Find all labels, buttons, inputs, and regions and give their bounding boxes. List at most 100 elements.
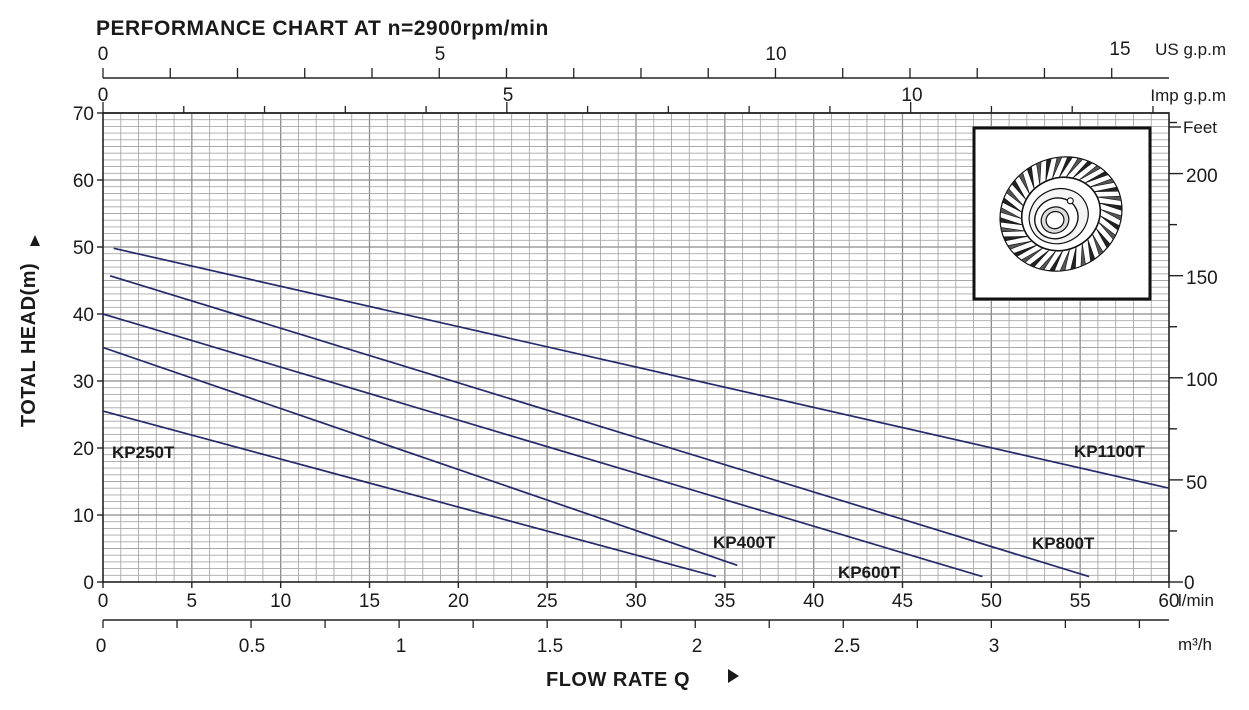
y-tick-label: 70 [73, 104, 94, 125]
x-tick-label: 30 [625, 591, 646, 612]
x-tick-label: 50 [981, 591, 1002, 612]
feet-unit: Feet [1183, 118, 1217, 137]
series-line-kp1100t [113, 247, 1170, 490]
imp-gpm-tick-label: 0 [98, 85, 109, 106]
x-axis-lmin: 0 5 10 15 20 25 30 35 40 45 50 55 60 [98, 582, 1180, 612]
impeller-blade [1092, 233, 1104, 256]
m3h-tick-label: 2 [692, 636, 703, 657]
series-line-kp400t [102, 346, 738, 567]
x-tick-label: 40 [803, 591, 824, 612]
feet-tick-label: 100 [1186, 370, 1218, 391]
impeller-blade [999, 217, 1023, 226]
x-tick-label: 60 [1158, 591, 1179, 612]
impeller-blade [1048, 250, 1064, 272]
y-tick-label: 0 [83, 573, 94, 594]
impeller-blade [1045, 158, 1052, 182]
impeller-blade [1000, 207, 1022, 220]
series-line-kp800t [109, 274, 1090, 578]
feet-tick-label: 50 [1186, 473, 1207, 494]
impeller-blade [1058, 156, 1074, 178]
impeller-blade [1087, 238, 1096, 263]
impeller-blade [1098, 221, 1117, 240]
impeller-blade [1005, 188, 1024, 207]
impeller-icon [999, 156, 1123, 272]
us-gpm-axis: 0 5 10 15 US g.p.m [98, 39, 1226, 79]
impeller-blade [1099, 215, 1120, 231]
us-gpm-tick-label: 5 [435, 44, 446, 65]
impeller-blade [1072, 160, 1093, 179]
impeller-blade [1038, 250, 1057, 271]
impeller-blade [1080, 243, 1086, 267]
series-lines [102, 247, 1170, 578]
y-axis-meters: 0 10 20 30 40 50 60 70 [73, 104, 103, 594]
series-label-kp1100t: KP1100T [1074, 442, 1145, 461]
x-unit-lmin: l/min [1178, 591, 1214, 610]
impeller-blade [1100, 208, 1122, 221]
x-tick-label: 0 [98, 591, 109, 612]
series-line-kp600t [102, 313, 983, 578]
us-gpm-tick-label: 0 [98, 44, 109, 65]
m3h-tick-label: 0 [96, 636, 107, 657]
y-axis-feet: Feet 0 50 100 150 200 [1169, 118, 1218, 594]
feet-tick-label: 0 [1184, 573, 1195, 594]
impeller-blade [1020, 247, 1044, 263]
impeller-inset [972, 126, 1152, 301]
impeller-blade [1084, 171, 1109, 184]
x-axis-label: FLOW RATE Q [546, 669, 690, 691]
impeller-blade [1070, 246, 1077, 270]
y-tick-label: 60 [73, 171, 94, 192]
impeller-blade [1097, 195, 1122, 201]
impeller-blade [1002, 197, 1023, 213]
series-line-kp250t [102, 410, 717, 578]
y-tick-label: 30 [73, 372, 94, 393]
impeller-blade [1000, 227, 1025, 233]
us-gpm-tick-label: 10 [765, 44, 786, 65]
x-tick-label: 10 [270, 591, 291, 612]
us-gpm-unit: US g.p.m [1155, 40, 1226, 59]
x-tick-label: 15 [359, 591, 380, 612]
x-axis-arrow-icon [728, 669, 739, 683]
imp-gpm-tick-label: 10 [901, 85, 922, 106]
feet-tick-label: 150 [1186, 268, 1218, 289]
impeller-blade [1036, 161, 1042, 185]
imp-gpm-unit: Imp g.p.m [1150, 86, 1226, 105]
impeller-blade [1051, 156, 1063, 180]
m3h-tick-label: 2.5 [834, 636, 860, 657]
m3h-tick-label: 1.5 [537, 636, 563, 657]
m3h-tick-label: 3 [989, 636, 1000, 657]
m3h-unit: m³/h [1178, 635, 1212, 654]
m3h-tick-label: 1 [396, 636, 407, 657]
y-tick-label: 10 [73, 506, 94, 527]
imp-gpm-tick-label: 5 [503, 85, 514, 106]
y-tick-label: 50 [73, 238, 94, 259]
impeller-blade [1011, 179, 1027, 201]
impeller-blade [1018, 172, 1030, 195]
impeller-blade [1099, 202, 1123, 211]
m3h-tick-label: 0.5 [239, 636, 265, 657]
x-tick-label: 55 [1070, 591, 1091, 612]
series-label-kp600t: KP600T [838, 563, 901, 582]
impeller-blade [1078, 165, 1102, 181]
feet-tick-label: 200 [1186, 166, 1218, 187]
impeller-blade [1095, 227, 1111, 249]
impeller-blade [1026, 165, 1035, 190]
impeller-blade [1065, 157, 1084, 178]
y-axis-label: TOTAL HEAD(m) [18, 263, 40, 427]
impeller-blade [1007, 240, 1033, 250]
y-axis-arrow-icon [30, 235, 40, 246]
y-tick-label: 40 [73, 305, 94, 326]
chart-title: PERFORMANCE CHART AT n=2900rpm/min [96, 17, 549, 40]
impeller-blade [1059, 248, 1071, 272]
x-tick-label: 25 [537, 591, 558, 612]
series-label-kp250t: KP250T [112, 443, 175, 462]
imp-gpm-axis: 0 5 10 Imp g.p.m [98, 85, 1226, 114]
us-gpm-tick-label: 15 [1109, 39, 1130, 60]
impeller-blade [1089, 178, 1115, 188]
impeller-blade [1029, 249, 1050, 268]
x-tick-label: 45 [892, 591, 913, 612]
x-tick-label: 35 [714, 591, 735, 612]
series-label-kp800t: KP800T [1032, 534, 1095, 553]
series-label-kp400t: KP400T [713, 533, 776, 552]
y-tick-label: 20 [73, 439, 94, 460]
